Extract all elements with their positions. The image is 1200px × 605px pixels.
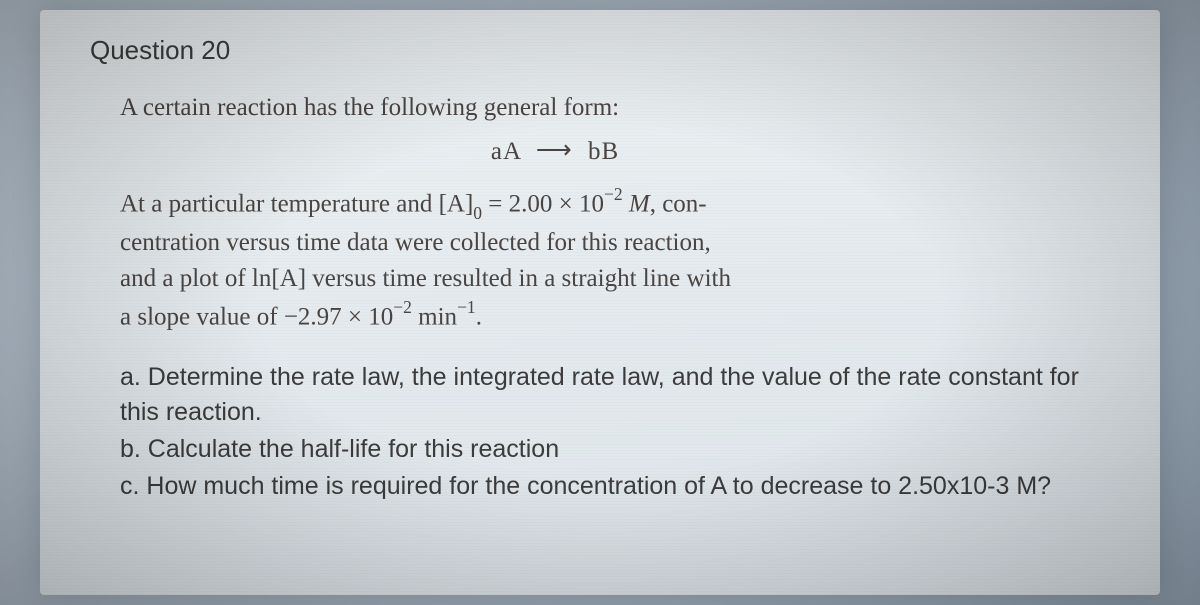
question-header: Question 20 — [90, 35, 1110, 66]
line1-d: , con- — [650, 190, 707, 217]
line1-sub: 0 — [473, 203, 482, 223]
line1-a: At a particular temperature and [A] — [120, 190, 473, 217]
line3: and a plot of ln[A] versus time resulted… — [120, 265, 731, 292]
arrow-icon: ⟶ — [536, 135, 573, 165]
question-b: b. Calculate the half-life for this reac… — [120, 432, 1110, 467]
line2: centration versus time data were collect… — [120, 229, 711, 256]
eq-left: aA — [491, 138, 521, 165]
line4-b: min — [412, 304, 457, 331]
question-c: c. How much time is required for the con… — [120, 469, 1110, 504]
line1-sup: −2 — [604, 184, 623, 204]
line4-a: a slope value of −2.97 × 10 — [120, 304, 393, 331]
eq-right: bB — [588, 138, 619, 165]
question-body: A certain reaction has the following gen… — [120, 94, 1110, 504]
line4-c: . — [476, 304, 482, 331]
intro-line: A certain reaction has the following gen… — [120, 94, 1110, 122]
reaction-equation: aA ⟶ bB — [0, 136, 1110, 166]
problem-text: At a particular temperature and [A]0 = 2… — [120, 184, 1110, 336]
question-sheet: Question 20 A certain reaction has the f… — [40, 10, 1160, 595]
line1-b: = 2.00 × 10 — [482, 190, 604, 217]
line4-sup: −2 — [393, 297, 412, 317]
line1-unit: M — [629, 190, 650, 217]
question-a: a. Determine the rate law, the integrate… — [120, 360, 1110, 430]
sub-questions: a. Determine the rate law, the integrate… — [120, 360, 1110, 504]
line4-sup2: −1 — [457, 297, 476, 317]
